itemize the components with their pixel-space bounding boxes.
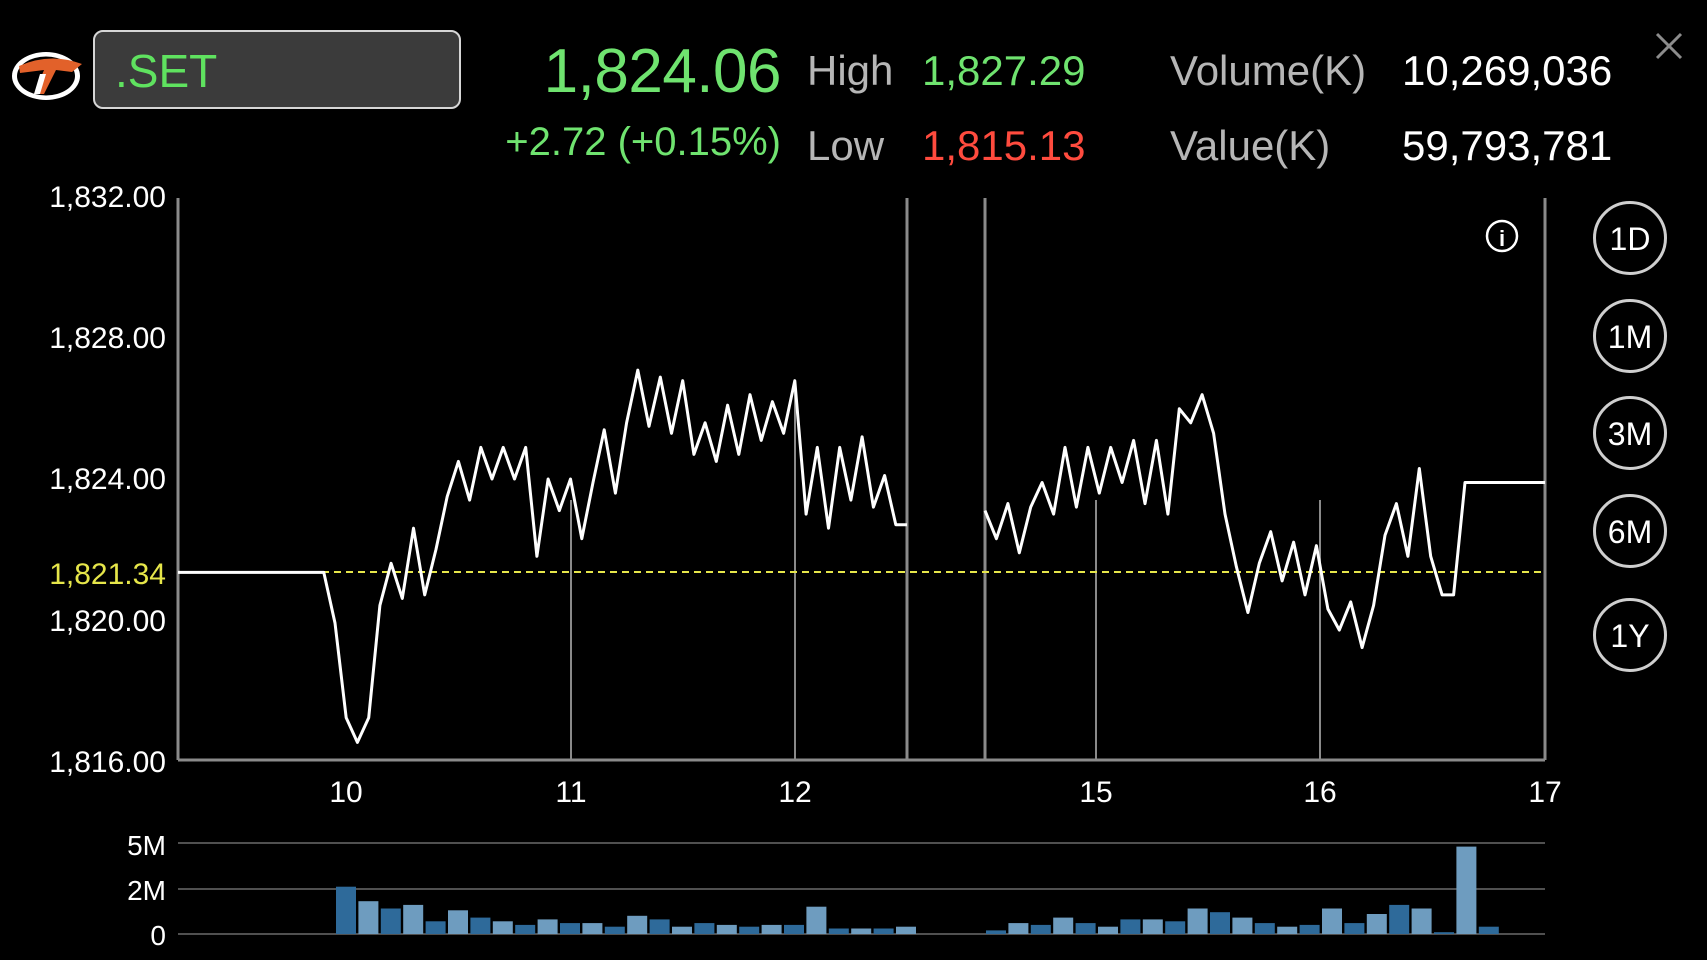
price-line-morning (178, 368, 907, 744)
x-tick-label: 11 (555, 776, 586, 809)
volume-bar (716, 924, 737, 934)
x-tick-label: 17 (1528, 776, 1561, 809)
volume-bar (448, 910, 468, 934)
volume-bar (851, 928, 872, 934)
low-label: Low (807, 122, 885, 169)
volume-label: Volume(K) (1170, 47, 1367, 94)
volume-bar (425, 921, 446, 934)
volume-tick-label: 5M (127, 830, 166, 861)
info-icon[interactable]: i (1485, 219, 1519, 253)
y-tick-label: 1,820.00 (49, 605, 166, 638)
volume-bar (1030, 924, 1051, 934)
volume-bar (627, 915, 648, 934)
volume-bar (1120, 919, 1141, 934)
volume-bar (649, 919, 670, 934)
volume-bar (986, 930, 1006, 934)
y-tick-label: 1,832.00 (49, 181, 166, 214)
volume-bar (537, 919, 558, 934)
timeframe-1y-button[interactable]: 1Y (1593, 598, 1667, 672)
timeframe-1d-button[interactable]: 1D (1593, 201, 1667, 275)
volume-bar (1344, 923, 1365, 934)
y-tick-label: 1,816.00 (49, 746, 166, 779)
x-tick-label: 12 (778, 776, 811, 809)
high-label: High (807, 47, 894, 94)
timeframe-1m-button[interactable]: 1M (1593, 299, 1667, 373)
volume-bar (1075, 923, 1096, 934)
volume-bar (1478, 926, 1499, 934)
timeframe-6m-button[interactable]: 6M (1593, 494, 1667, 568)
reference-price-label: 1,821.34 (49, 558, 166, 591)
volume-bar (873, 928, 894, 934)
volume-bar (1434, 932, 1454, 934)
volume-bar (672, 926, 692, 934)
volume-bar (1210, 912, 1230, 934)
symbol-text: .SET (115, 45, 218, 97)
volume-bars (336, 846, 1499, 934)
volume-bar (1389, 904, 1410, 934)
volume-bar (694, 923, 715, 934)
volume-bar (1165, 921, 1186, 934)
volume-bar (1366, 914, 1387, 934)
timeframe-3m-button[interactable]: 3M (1593, 396, 1667, 470)
volume-bar (582, 923, 603, 934)
x-tick-label: 10 (329, 776, 362, 809)
volume-bar (784, 924, 804, 934)
volume-bar (1008, 923, 1029, 934)
volume-bar (761, 924, 782, 934)
volume-bar (1187, 908, 1208, 934)
volume-bar (1299, 924, 1320, 934)
volume-bar (358, 901, 379, 934)
price-line-afternoon (983, 393, 1545, 650)
volume-bar (1456, 846, 1477, 934)
volume-bar (1411, 908, 1432, 934)
volume-bar (492, 921, 513, 934)
high-value: 1,827.29 (922, 47, 1086, 94)
x-tick-label: 16 (1303, 776, 1336, 809)
volume-bar (828, 928, 849, 934)
volume-bar (1277, 926, 1298, 934)
volume-bar (380, 908, 401, 934)
volume-bar (896, 926, 916, 934)
volume-bar (1098, 926, 1118, 934)
value-label: Value(K) (1170, 122, 1331, 169)
volume-bar (1322, 908, 1342, 934)
y-tick-label: 1,828.00 (49, 322, 166, 355)
volume-bar (1053, 917, 1074, 934)
volume-bar (806, 906, 827, 934)
value-value: 59,793,781 (1402, 122, 1613, 169)
volume-bar (739, 926, 760, 934)
volume-bar (336, 886, 356, 934)
symbol-input[interactable]: .SET (93, 30, 461, 109)
volume-tick-label: 0 (150, 920, 166, 951)
price-change: +2.72 (+0.15%) (505, 120, 781, 164)
y-tick-label: 1,824.00 (49, 463, 166, 496)
volume-value: 10,269,036 (1402, 47, 1613, 94)
volume-bar (560, 923, 580, 934)
volume-bar (1142, 919, 1163, 934)
close-icon[interactable] (1653, 30, 1685, 62)
volume-bar (515, 924, 536, 934)
last-price: 1,824.06 (543, 37, 782, 106)
low-value: 1,815.13 (922, 122, 1086, 169)
x-tick-label: 15 (1079, 776, 1112, 809)
volume-tick-label: 2M (127, 875, 166, 906)
volume-bar (470, 917, 491, 934)
volume-bar (604, 926, 625, 934)
volume-bar (1232, 917, 1253, 934)
volume-bar (403, 904, 424, 934)
volume-bar (1254, 923, 1275, 934)
svg-text:i: i (1499, 226, 1505, 251)
settrade-logo-icon (12, 52, 82, 100)
